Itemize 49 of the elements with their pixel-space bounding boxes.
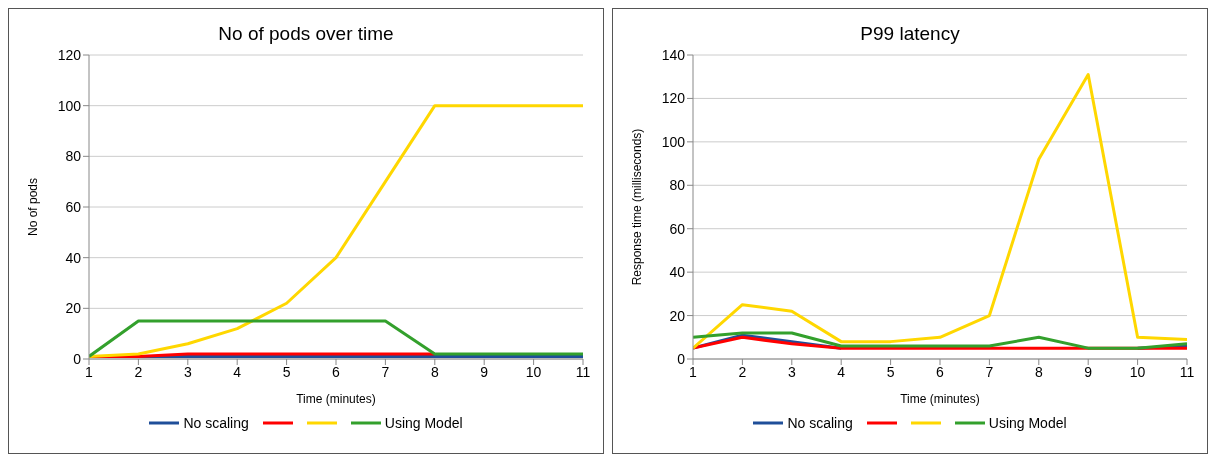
y-tick-label: 100 xyxy=(661,133,686,150)
x-tick-label: 5 xyxy=(282,363,291,380)
line-series xyxy=(693,73,1187,350)
x-tick-label: 7 xyxy=(381,363,390,380)
x-tick-label: 8 xyxy=(1034,363,1043,380)
x-tick-label: 11 xyxy=(1179,363,1195,380)
x-tick-label: 9 xyxy=(480,363,489,380)
y-tick-label: 120 xyxy=(57,46,82,63)
chart-title: P99 latency xyxy=(859,23,961,45)
x-tick-label: 5 xyxy=(886,363,895,380)
x-tick-label: 7 xyxy=(985,363,994,380)
y-tick-label: 60 xyxy=(669,220,686,237)
y-tick-label: 80 xyxy=(669,177,686,194)
x-tick-label: 1 xyxy=(689,363,698,380)
y-tick-label: 140 xyxy=(661,46,686,63)
legend-label: No scaling xyxy=(787,415,853,431)
x-tick-label: 3 xyxy=(787,363,796,380)
x-axis-title: Time (minutes) xyxy=(900,392,980,406)
legend-label: Using Model xyxy=(384,415,463,431)
x-tick-label: 6 xyxy=(936,363,945,380)
x-tick-label: 4 xyxy=(233,363,242,380)
x-tick-label: 4 xyxy=(837,363,846,380)
x-tick-label: 6 xyxy=(332,363,341,380)
x-tick-label: 2 xyxy=(134,363,143,380)
y-tick-label: 80 xyxy=(65,148,82,165)
line-series xyxy=(693,331,1187,350)
y-axis-title: No of pods xyxy=(26,177,41,237)
y-tick-label: 120 xyxy=(661,90,686,107)
x-tick-label: 10 xyxy=(525,363,542,380)
y-tick-label: 20 xyxy=(669,307,686,324)
x-tick-label: 10 xyxy=(1129,363,1146,380)
x-tick-label: 1 xyxy=(85,363,94,380)
x-tick-label: 9 xyxy=(1084,363,1093,380)
legend-label: No scaling xyxy=(183,415,249,431)
y-tick-label: 100 xyxy=(57,97,82,114)
y-tick-label: 0 xyxy=(73,350,82,367)
x-axis-title: Time (minutes) xyxy=(296,392,376,406)
x-tick-label: 2 xyxy=(738,363,747,380)
x-tick-label: 3 xyxy=(183,363,192,380)
chart-title: No of pods over time xyxy=(217,23,395,45)
x-tick-label: 8 xyxy=(430,363,439,380)
y-tick-label: 0 xyxy=(677,350,686,367)
y-tick-label: 40 xyxy=(669,264,686,281)
y-tick-label: 20 xyxy=(65,300,82,317)
y-tick-label: 60 xyxy=(65,198,82,215)
x-tick-label: 11 xyxy=(575,363,591,380)
legend-label: Using Model xyxy=(988,415,1067,431)
y-axis-title: Response time (milliseconds) xyxy=(630,128,645,286)
y-tick-label: 40 xyxy=(65,249,82,266)
